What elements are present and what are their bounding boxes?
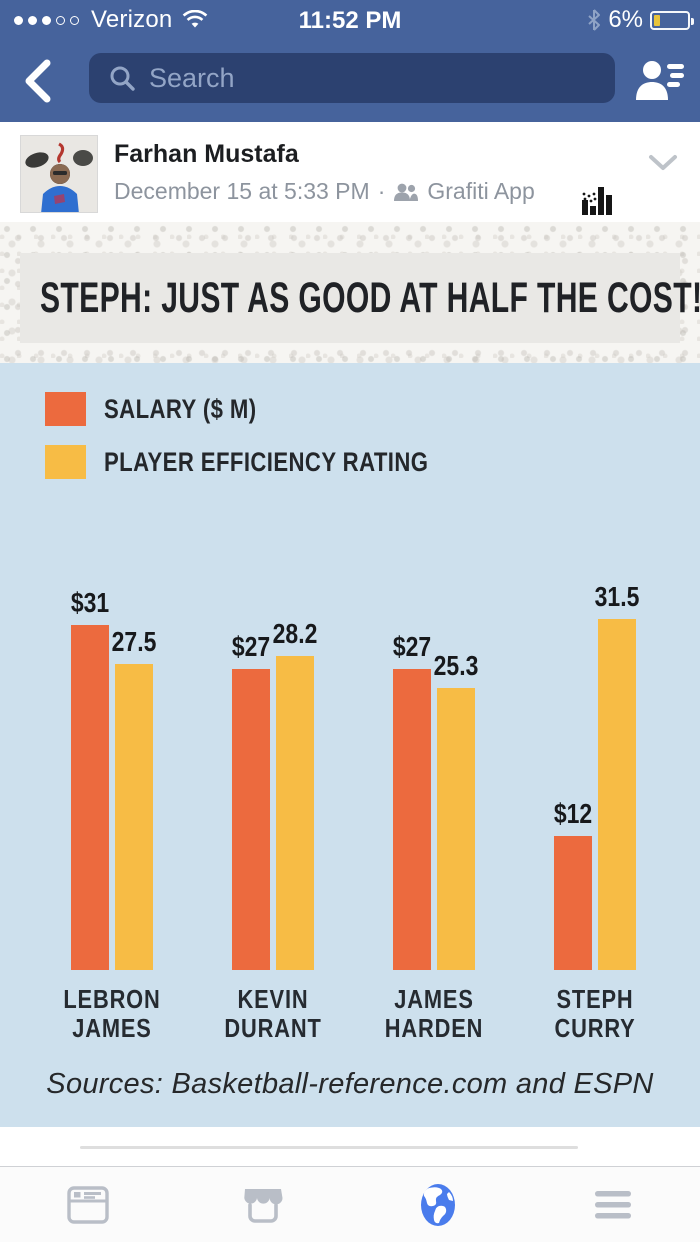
- bar-value-label: 25.3: [433, 650, 479, 681]
- bar-value-label: 27.5: [111, 626, 157, 657]
- bar-value-label: 31.5: [594, 581, 640, 612]
- bar-per-4: [598, 619, 636, 970]
- post-author-name[interactable]: Farhan Mustafa: [114, 140, 299, 168]
- bottom-tab-bar: [0, 1166, 700, 1242]
- search-icon: [110, 66, 135, 91]
- signal-strength-icon: [14, 15, 79, 25]
- app-name-label[interactable]: Grafiti App: [427, 178, 535, 204]
- bar-value-label: $31: [70, 587, 110, 618]
- search-input[interactable]: Search: [89, 53, 615, 103]
- friends-audience-icon: [393, 182, 419, 202]
- post-timestamp[interactable]: December 15 at 5:33 PM: [114, 178, 370, 204]
- tab-marketplace[interactable]: [175, 1167, 350, 1242]
- back-button[interactable]: [22, 58, 62, 104]
- category-label-1: LEBRON JAMES: [63, 984, 161, 1043]
- wifi-icon: [182, 10, 208, 30]
- per-swatch: [45, 445, 86, 479]
- post-header: Farhan Mustafa December 15 at 5:33 PM · …: [0, 122, 700, 222]
- post-meta: December 15 at 5:33 PM · Grafiti App: [114, 178, 535, 205]
- salary-swatch: [45, 392, 86, 426]
- globe-icon: [420, 1183, 455, 1226]
- bar-chart: SALARY ($ M) PLAYER EFFICIENCY RATING $3…: [0, 363, 700, 1127]
- tab-menu[interactable]: [525, 1167, 700, 1242]
- bar-salary-4: [554, 836, 592, 970]
- next-card-edge: [0, 1127, 700, 1166]
- avatar[interactable]: [20, 135, 98, 213]
- back-chevron-icon: [25, 59, 51, 103]
- bar-salary-3: [393, 669, 431, 970]
- chart-legend: SALARY ($ M) PLAYER EFFICIENCY RATING: [45, 392, 500, 479]
- infographic-title-banner: STEPH: JUST AS GOOD AT HALF THE COST!: [20, 253, 700, 343]
- per-legend-label: PLAYER EFFICIENCY RATING: [104, 446, 429, 477]
- category-label-2: KEVIN DURANT: [224, 984, 322, 1043]
- salary-legend-label: SALARY ($ M): [104, 393, 257, 424]
- legend-item-salary: SALARY ($ M): [45, 392, 500, 426]
- bar-value-label: $27: [231, 631, 271, 662]
- friend-requests-icon: [636, 61, 684, 100]
- bar-salary-1: [71, 625, 109, 970]
- bar-per-3: [437, 688, 475, 970]
- chevron-down-icon: [649, 155, 677, 170]
- bar-value-label: $12: [553, 798, 593, 829]
- friend-requests-button[interactable]: [634, 56, 686, 104]
- clock: 11:52 PM: [298, 7, 402, 34]
- search-placeholder: Search: [149, 62, 235, 93]
- category-label-3: JAMES HARDEN: [384, 984, 484, 1043]
- bar-per-1: [115, 664, 153, 970]
- newsfeed-icon: [66, 1185, 109, 1224]
- bar-salary-2: [232, 669, 270, 970]
- bar-per-2: [276, 656, 314, 970]
- tab-notifications-globe[interactable]: [350, 1167, 525, 1242]
- bluetooth-icon: [587, 9, 601, 31]
- infographic-pattern-background: STEPH: JUST AS GOOD AT HALF THE COST!: [0, 222, 700, 363]
- meta-separator: ·: [377, 178, 386, 204]
- card-divider-line: [80, 1146, 578, 1149]
- tab-newsfeed[interactable]: [0, 1167, 175, 1242]
- battery-percent-label: 6%: [608, 6, 643, 33]
- carrier-label: Verizon: [91, 6, 173, 33]
- hamburger-menu-icon: [594, 1190, 631, 1218]
- facebook-navigation-bar: Search: [0, 40, 700, 122]
- category-label-4: STEPH CURRY: [554, 984, 636, 1043]
- marketplace-icon: [243, 1188, 282, 1223]
- grafiti-bar-chart-logo: [581, 182, 615, 218]
- battery-icon: [650, 10, 694, 30]
- status-bar: Verizon 11:52 PM 6%: [0, 0, 700, 40]
- infographic-title: STEPH: JUST AS GOOD AT HALF THE COST!: [40, 273, 700, 322]
- chart-source-note: Sources: Basketball-reference.com and ES…: [46, 1068, 654, 1100]
- post-options-button[interactable]: [648, 154, 678, 172]
- legend-item-per: PLAYER EFFICIENCY RATING: [45, 445, 500, 479]
- bar-value-label: $27: [392, 631, 432, 662]
- bar-value-label: 28.2: [272, 618, 318, 649]
